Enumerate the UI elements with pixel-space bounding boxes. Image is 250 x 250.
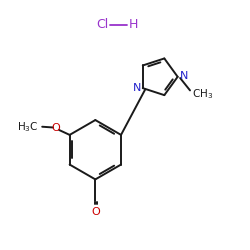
Text: H$_3$C: H$_3$C	[17, 120, 39, 134]
Text: H: H	[129, 18, 138, 31]
Text: Cl: Cl	[97, 18, 109, 31]
Text: O: O	[52, 123, 60, 133]
Text: N: N	[133, 83, 141, 93]
Text: O: O	[91, 207, 100, 217]
Text: CH$_3$: CH$_3$	[192, 87, 214, 101]
Text: N: N	[180, 71, 188, 81]
